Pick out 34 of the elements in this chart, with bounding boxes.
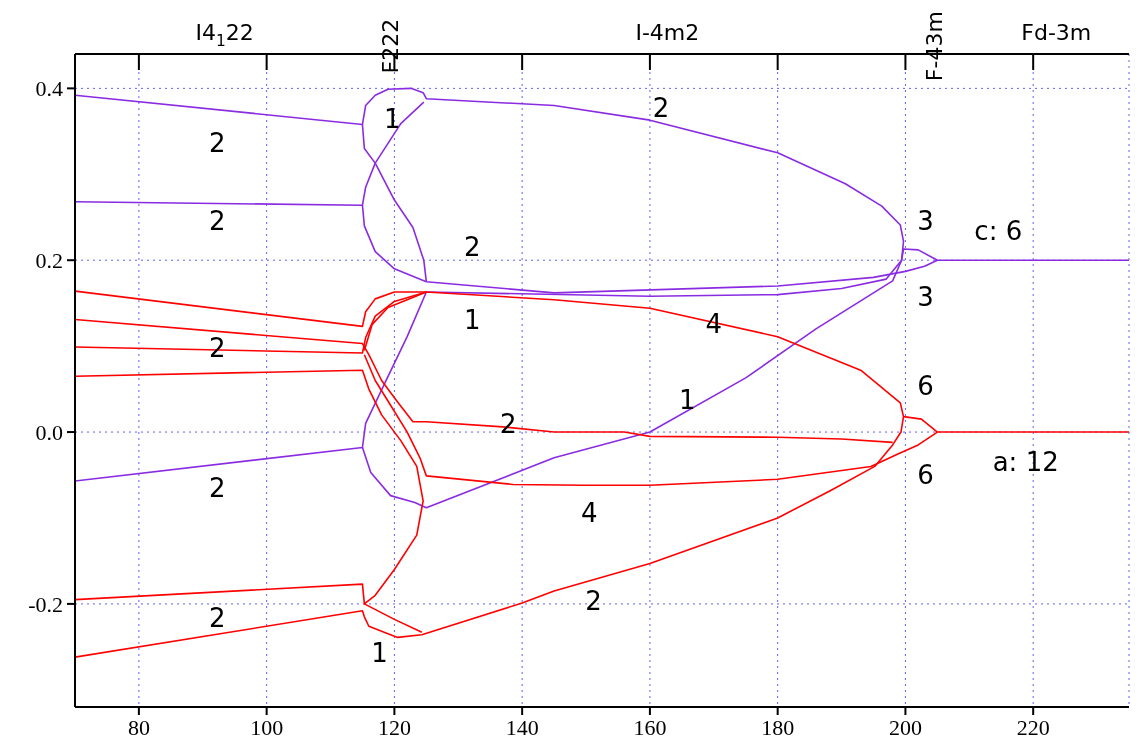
x-tick-label: 180 xyxy=(761,714,795,740)
annotation: 2 xyxy=(652,93,670,124)
y-tick-label: 0.0 xyxy=(35,419,63,445)
x-tick-label: 100 xyxy=(250,714,284,740)
annotation: 2 xyxy=(209,602,226,633)
annotation: 2 xyxy=(585,585,602,616)
x-tick-label: 80 xyxy=(127,714,150,740)
x-tick-label: 120 xyxy=(377,714,411,740)
annotation: 2 xyxy=(209,128,226,159)
annotation: 6 xyxy=(917,460,934,491)
annotation: 2 xyxy=(464,232,481,263)
annotation: 1 xyxy=(679,385,696,416)
annotation: a: 12 xyxy=(992,447,1059,478)
annotation: F-43m xyxy=(921,11,947,82)
y-tick-label: 0.4 xyxy=(35,76,63,102)
x-tick-label: 220 xyxy=(1016,714,1050,740)
x-tick-label: 200 xyxy=(888,714,922,740)
annotation: 3 xyxy=(917,205,934,236)
annotation: c: 6 xyxy=(974,215,1023,246)
annotation: 6 xyxy=(917,371,934,402)
x-tick-label: 160 xyxy=(633,714,667,740)
text: Fd-3m xyxy=(1021,19,1092,45)
annotation: 3 xyxy=(917,281,934,312)
text: I4$_{1}$22 xyxy=(195,19,254,50)
annotation: 2 xyxy=(209,205,226,236)
y-tick-label: -0.2 xyxy=(28,591,63,617)
annotation: 1 xyxy=(464,304,481,335)
annotation: 2 xyxy=(209,472,226,503)
annotation: 4 xyxy=(581,498,598,529)
text: I-4m2 xyxy=(635,19,700,45)
x-tick-label: 140 xyxy=(505,714,539,740)
y-tick-label: 0.2 xyxy=(35,248,63,274)
annotation: 1 xyxy=(371,637,388,668)
annotation: 1 xyxy=(383,103,401,134)
